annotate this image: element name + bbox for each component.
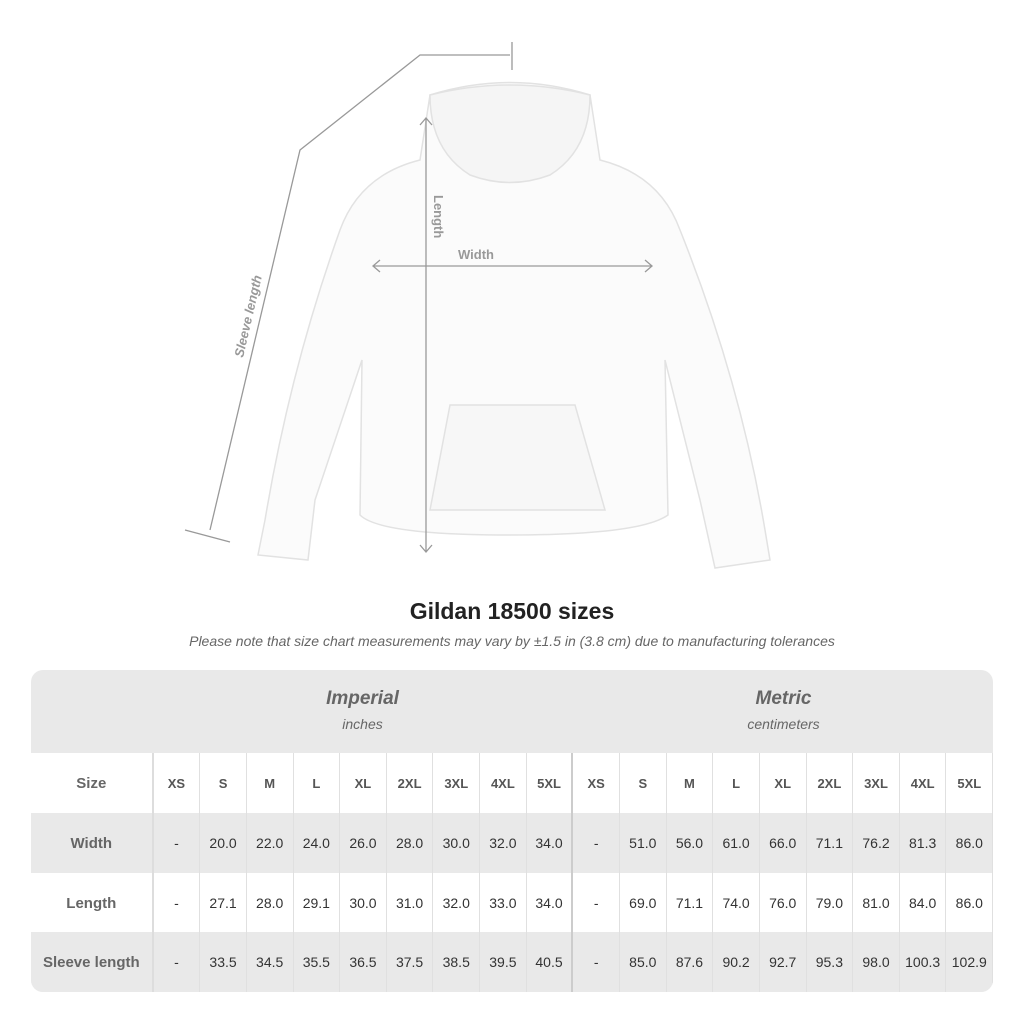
value-cell: 86.0	[946, 813, 993, 873]
value-cell: 86.0	[946, 873, 993, 933]
value-cell: 76.0	[760, 873, 807, 933]
value-cell: 87.6	[667, 932, 714, 992]
metric-title: Metric	[755, 688, 812, 709]
value-cell: -	[573, 932, 620, 992]
size-header-row: Size XS S M L XL 2XL 3XL 4XL 5XL XS S M L XL 2XL 3XL 4XL 5…	[31, 753, 993, 813]
value-cell: 85.0	[620, 932, 667, 992]
value-cell: 56.0	[667, 813, 714, 873]
value-cell: 27.1	[200, 873, 247, 933]
sleeve-length-line	[184, 42, 513, 543]
value-cell: 81.3	[900, 813, 947, 873]
row-label: Sleeve length	[31, 932, 154, 992]
value-cell: 22.0	[247, 813, 294, 873]
value-cell: -	[154, 813, 201, 873]
value-cell: 28.0	[247, 873, 294, 933]
size-header-cell: 4XL	[480, 753, 527, 813]
size-header-cell: 4XL	[900, 753, 947, 813]
row-label: Size	[31, 753, 154, 813]
value-cell: 24.0	[294, 813, 341, 873]
value-cell: 32.0	[433, 873, 481, 933]
size-header-cell: 5XL	[527, 753, 574, 813]
value-cell: 40.5	[527, 932, 574, 992]
width-line	[372, 259, 653, 273]
value-cell: 29.1	[294, 873, 341, 933]
size-header-cell: 5XL	[946, 753, 993, 813]
value-cell: 71.1	[667, 873, 714, 933]
value-cell: -	[154, 873, 201, 933]
value-cell: 102.9	[946, 932, 993, 992]
sleeve-length-label: Sleeve length	[231, 274, 264, 359]
value-cell: 69.0	[620, 873, 667, 933]
value-cell: 32.0	[480, 813, 527, 873]
size-header-cell: 3XL	[853, 753, 900, 813]
row-label: Length	[31, 873, 154, 933]
value-cell: 76.2	[853, 813, 900, 873]
length-label: Length	[431, 195, 446, 238]
value-cell: -	[154, 932, 201, 992]
value-cell: 33.0	[480, 873, 527, 933]
value-cell: 100.3	[900, 932, 947, 992]
size-header-cell: L	[713, 753, 760, 813]
value-cell: 95.3	[807, 932, 854, 992]
value-cell: 28.0	[387, 813, 434, 873]
page-title: Gildan 18500 sizes	[409, 598, 615, 624]
value-cell: 66.0	[760, 813, 807, 873]
hoodie-body	[257, 81, 771, 569]
imperial-unit: inches	[342, 716, 383, 732]
pocket	[429, 404, 606, 511]
value-cell: 36.5	[340, 932, 387, 992]
value-cell: 30.0	[340, 873, 387, 933]
size-header-cell: XS	[573, 753, 620, 813]
value-cell: 71.1	[807, 813, 854, 873]
size-header-cell: M	[247, 753, 294, 813]
value-cell: 81.0	[853, 873, 900, 933]
size-header-cell: S	[620, 753, 667, 813]
size-header-cell: XS	[154, 753, 201, 813]
value-cell: 61.0	[713, 813, 760, 873]
value-cell: 37.5	[387, 932, 434, 992]
value-cell: 30.0	[433, 813, 481, 873]
value-cell: 84.0	[900, 873, 947, 933]
size-table: Imperial inches Metric centimeters Size X…	[31, 670, 993, 992]
value-cell: -	[573, 813, 620, 873]
value-cell: 90.2	[713, 932, 760, 992]
value-cell: -	[573, 873, 620, 933]
hoodie-illustration: Length Width Sleeve length	[184, 42, 771, 569]
width-label: Width	[458, 247, 494, 262]
value-cell: 31.0	[387, 873, 434, 933]
value-cell: 51.0	[620, 813, 667, 873]
size-header-cell: 2XL	[387, 753, 434, 813]
metric-unit: centimeters	[747, 716, 820, 732]
value-cell: 33.5	[200, 932, 247, 992]
size-header-cell: L	[294, 753, 341, 813]
size-header-cell: XL	[340, 753, 387, 813]
tolerance-note: Please note that size chart measurements…	[189, 633, 835, 649]
size-header-cell: 2XL	[807, 753, 854, 813]
value-cell: 34.5	[247, 932, 294, 992]
size-header-cell: M	[667, 753, 714, 813]
value-cell: 98.0	[853, 932, 900, 992]
size-header-cell: 3XL	[433, 753, 481, 813]
value-cell: 39.5	[480, 932, 527, 992]
value-cell: 92.7	[760, 932, 807, 992]
value-cell: 74.0	[713, 873, 760, 933]
table-row: Length -27.1 28.0 29.1 30.0 31.0 32.0 33.0 34.0-…	[31, 873, 993, 933]
value-cell: 26.0	[340, 813, 387, 873]
size-header-cell: XL	[760, 753, 807, 813]
table-row: Sleeve length -33.5 34.5 35.5 36.5 37.5 38.5 39…	[31, 932, 993, 992]
metric-header: Metric centimeters	[573, 670, 993, 753]
value-cell: 34.0	[527, 813, 574, 873]
length-line	[419, 117, 433, 553]
size-header-cell: S	[200, 753, 247, 813]
value-cell: 34.0	[527, 873, 574, 933]
imperial-header: Imperial inches	[152, 670, 573, 753]
hood	[429, 84, 591, 184]
row-label: Width	[31, 813, 154, 873]
value-cell: 79.0	[807, 873, 854, 933]
value-cell: 38.5	[433, 932, 481, 992]
value-cell: 20.0	[200, 813, 247, 873]
table-row: Width -20.0 22.0 24.0 26.0 28.0 30.0 32.0 34.0-5…	[31, 813, 993, 873]
imperial-title: Imperial	[326, 688, 399, 709]
value-cell: 35.5	[294, 932, 341, 992]
